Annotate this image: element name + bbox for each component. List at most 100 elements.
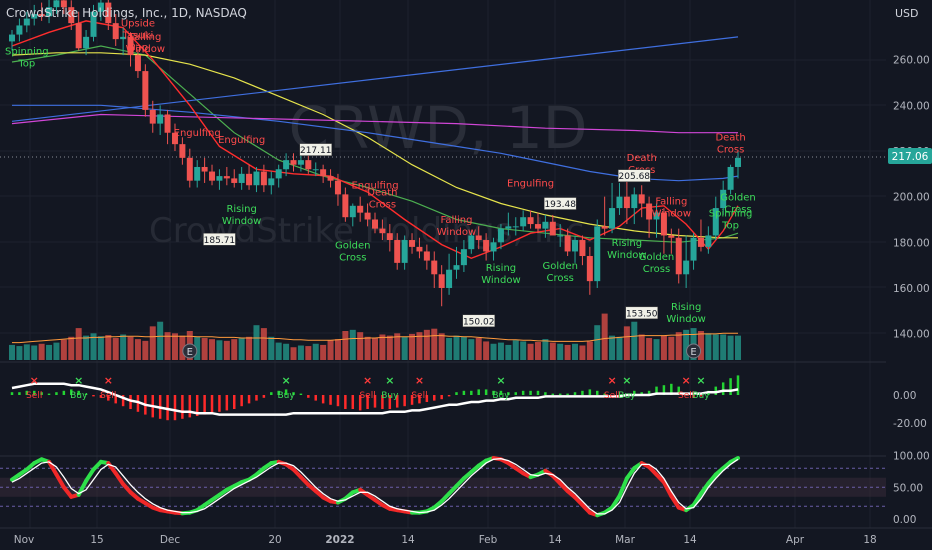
- ma-red-line: [11, 20, 739, 260]
- time-tick-label: 2022: [325, 534, 354, 546]
- pattern-label-bullish-line: Top: [17, 58, 35, 69]
- candle-body: [572, 240, 579, 252]
- volume-bar: [320, 344, 327, 360]
- volume-bar: [549, 342, 556, 360]
- candle-body: [53, 0, 60, 8]
- volume-bar: [409, 333, 416, 360]
- pattern-label-bearish-line: Tasuki: [122, 31, 154, 42]
- candle-body: [253, 171, 260, 186]
- signal-cross-icon: ×: [696, 374, 705, 387]
- price-tick-label: 160.00: [893, 283, 930, 295]
- volume-bar: [275, 342, 282, 360]
- volume-bar: [579, 345, 586, 360]
- buy-signal-label: Buy: [277, 391, 295, 401]
- pattern-label-bullish-line: Window: [481, 275, 520, 286]
- candle-body: [542, 221, 549, 229]
- stochastic-k-segment: [624, 466, 637, 481]
- candle-body: [60, 0, 67, 8]
- stochastic-k-segment: [661, 480, 674, 499]
- candle-body: [179, 144, 186, 158]
- time-tick-label: 20: [268, 534, 281, 546]
- volume-bar: [431, 328, 438, 360]
- time-tick-label: Feb: [479, 534, 498, 546]
- price-axis[interactable]: 260.00240.00220.00200.00180.00160.00140.…: [886, 0, 932, 550]
- candle-body: [446, 269, 453, 288]
- pattern-label-bullish-line: Rising: [486, 263, 516, 274]
- time-tick-label: 18: [863, 534, 876, 546]
- candle-body: [646, 203, 653, 220]
- time-tick-label: Mar: [615, 534, 635, 546]
- volume-bar: [372, 337, 378, 360]
- price-tick-label: 180.00: [893, 237, 930, 249]
- volume-bar: [216, 340, 223, 360]
- volume-bar: [223, 340, 230, 360]
- stochastic-k-segment: [617, 476, 629, 499]
- candle-body: [357, 205, 364, 213]
- volume-bar: [68, 336, 75, 360]
- volume-bar: [631, 321, 638, 360]
- price-callout-label: 185.71: [204, 236, 236, 246]
- pattern-label-bullish: Spinning Top: [709, 208, 753, 231]
- volume-bar: [646, 337, 653, 360]
- candle-body: [327, 176, 334, 181]
- time-axis[interactable]: Nov 15 Dec 20 2022 14 Feb 14 Mar 14 Apr 18: [0, 527, 932, 546]
- price-tick-label: 240.00: [893, 100, 930, 112]
- pattern-label-bearish: Engulfing: [174, 128, 221, 139]
- stochastic-tick-label: 100.00: [893, 451, 930, 463]
- volume-bar: [97, 336, 104, 360]
- candle-body: [712, 208, 719, 236]
- candle-body: [616, 196, 623, 209]
- candle-body: [90, 11, 97, 37]
- pattern-label-bullish-line: Window: [607, 250, 646, 261]
- volume-bar: [697, 331, 704, 360]
- candle-body: [475, 235, 482, 241]
- volume-bar: [112, 337, 119, 360]
- candle-body: [549, 221, 556, 236]
- candle-body: [394, 240, 401, 263]
- volume-bar: [505, 344, 512, 360]
- pattern-label-bullish: Golden Cross: [639, 252, 674, 275]
- price-callout-label: 217.11: [300, 146, 332, 156]
- candle-body: [379, 228, 386, 234]
- time-tick-label: Nov: [14, 534, 35, 546]
- stochastic-k-segment: [54, 472, 66, 490]
- volume-bar: [105, 335, 112, 360]
- signal-cross-icon: ×: [607, 374, 616, 387]
- volume-bar: [31, 345, 38, 360]
- volume-bar: [490, 343, 497, 360]
- candle-body: [364, 212, 371, 220]
- pattern-label-bullish: Spinning Top: [5, 46, 49, 69]
- time-tick-label: Dec: [160, 534, 181, 546]
- candle-body: [594, 226, 601, 282]
- buy-signal-label: Buy: [70, 391, 88, 401]
- pattern-label-bearish-line: Falling: [440, 215, 472, 226]
- candle-body: [720, 189, 727, 209]
- pattern-label-bullish-line: Window: [666, 314, 705, 325]
- volume-bar: [238, 337, 245, 360]
- volume-bar: [60, 339, 67, 360]
- sell-signal-label: Sell: [411, 391, 427, 401]
- volume-bar: [557, 343, 564, 360]
- volume-bar: [483, 341, 490, 360]
- pattern-label-bullish-line: Cross: [546, 273, 573, 284]
- volume-bar: [520, 341, 527, 360]
- volume-bar: [386, 335, 393, 360]
- candle-body: [312, 169, 319, 171]
- volume-bar: [453, 335, 460, 360]
- candle-body: [238, 173, 245, 183]
- pattern-label-bearish: Falling Window: [126, 32, 165, 55]
- volume-bar: [534, 342, 541, 360]
- volume-bar: [735, 335, 741, 360]
- volume-bar: [357, 332, 364, 360]
- pattern-label-bearish: Upside Tasuki Gap: [121, 19, 155, 54]
- candle-body: [527, 217, 534, 225]
- volume-bar: [542, 339, 549, 360]
- price-tick-label: 260.00: [893, 55, 930, 67]
- pattern-label-bearish-line: Window: [652, 209, 691, 220]
- volume-bar: [564, 344, 571, 360]
- sell-signal-label: Sell: [604, 391, 620, 401]
- currency-label[interactable]: USD: [895, 7, 919, 20]
